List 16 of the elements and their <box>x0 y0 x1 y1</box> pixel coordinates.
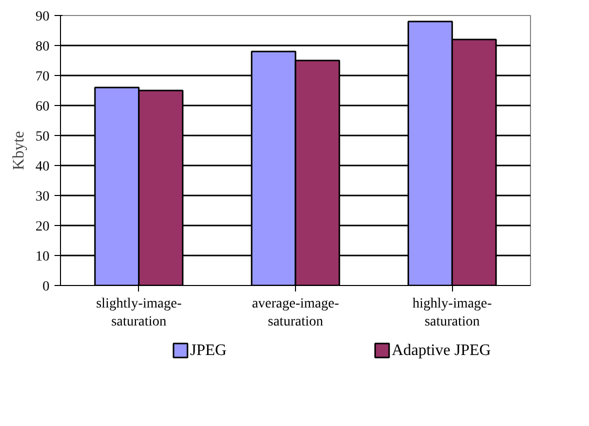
y-axis-title: Kbyte <box>10 130 28 170</box>
y-tick-label: 40 <box>36 160 50 174</box>
y-tick-label: 50 <box>36 130 50 144</box>
y-tick-label: 90 <box>36 10 50 24</box>
x-tick-label: highly-image- saturation <box>412 296 492 330</box>
y-tick-label: 20 <box>36 220 50 234</box>
y-tick-label: 30 <box>36 190 50 204</box>
legend-label: JPEG <box>190 342 227 359</box>
y-tick-label: 10 <box>36 250 50 264</box>
x-tick-label: slightly-image- saturation <box>96 296 182 330</box>
legend-label: Adaptive JPEG <box>392 342 492 359</box>
y-tick-label: 0 <box>42 280 50 294</box>
y-tick-label: 80 <box>36 40 50 54</box>
y-tick-label: 70 <box>36 70 50 84</box>
y-tick-label: 60 <box>36 100 50 114</box>
x-tick-label: average-image- saturation <box>252 296 340 330</box>
